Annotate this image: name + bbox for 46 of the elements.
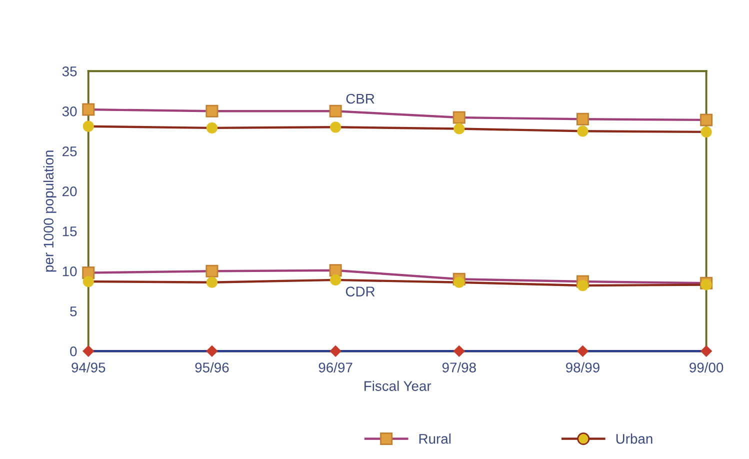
x-tick-label: 98/99 [566, 362, 600, 372]
point [330, 274, 342, 286]
legend-label: Urban [616, 434, 652, 444]
legend-label: Rural [419, 434, 451, 444]
point [82, 346, 94, 357]
x-tick-label: 95/96 [195, 362, 229, 372]
point [700, 346, 712, 357]
y-tick-label: 20 [62, 186, 77, 196]
x-tick-label: 99/00 [690, 362, 724, 372]
y-tick-label: 35 [62, 66, 77, 76]
point [206, 276, 218, 288]
y-tick-label: 0 [70, 346, 77, 356]
y-tick-label: 30 [62, 106, 77, 116]
point [82, 120, 94, 132]
point [329, 264, 342, 277]
point [576, 112, 589, 126]
x-tick-label: 97/98 [442, 362, 476, 372]
y-tick-label: 10 [62, 266, 77, 276]
x-axis-title: Fiscal Year [364, 380, 432, 391]
point [577, 280, 588, 292]
point [577, 346, 588, 357]
point [206, 264, 218, 278]
annotation: CBR [346, 94, 374, 104]
point [82, 276, 94, 288]
y-tick-label: 5 [70, 306, 77, 316]
point [329, 104, 342, 118]
point [700, 126, 712, 138]
x-tick-label: 94/95 [72, 362, 106, 372]
point [454, 123, 465, 134]
annotation: CDR [346, 286, 375, 296]
point [206, 122, 218, 134]
point [700, 114, 713, 126]
y-tick-label: 15 [62, 226, 77, 236]
point [206, 346, 218, 357]
x-tick-label: 96/97 [318, 362, 352, 372]
point [452, 111, 466, 124]
y-axis-title: per 1000 population [43, 150, 56, 272]
point [454, 346, 465, 357]
point [700, 279, 712, 290]
point [330, 122, 342, 133]
point [206, 104, 218, 118]
point [330, 346, 342, 357]
point [577, 126, 588, 137]
point [454, 276, 465, 288]
point [82, 103, 95, 116]
y-tick-label: 25 [62, 146, 77, 156]
